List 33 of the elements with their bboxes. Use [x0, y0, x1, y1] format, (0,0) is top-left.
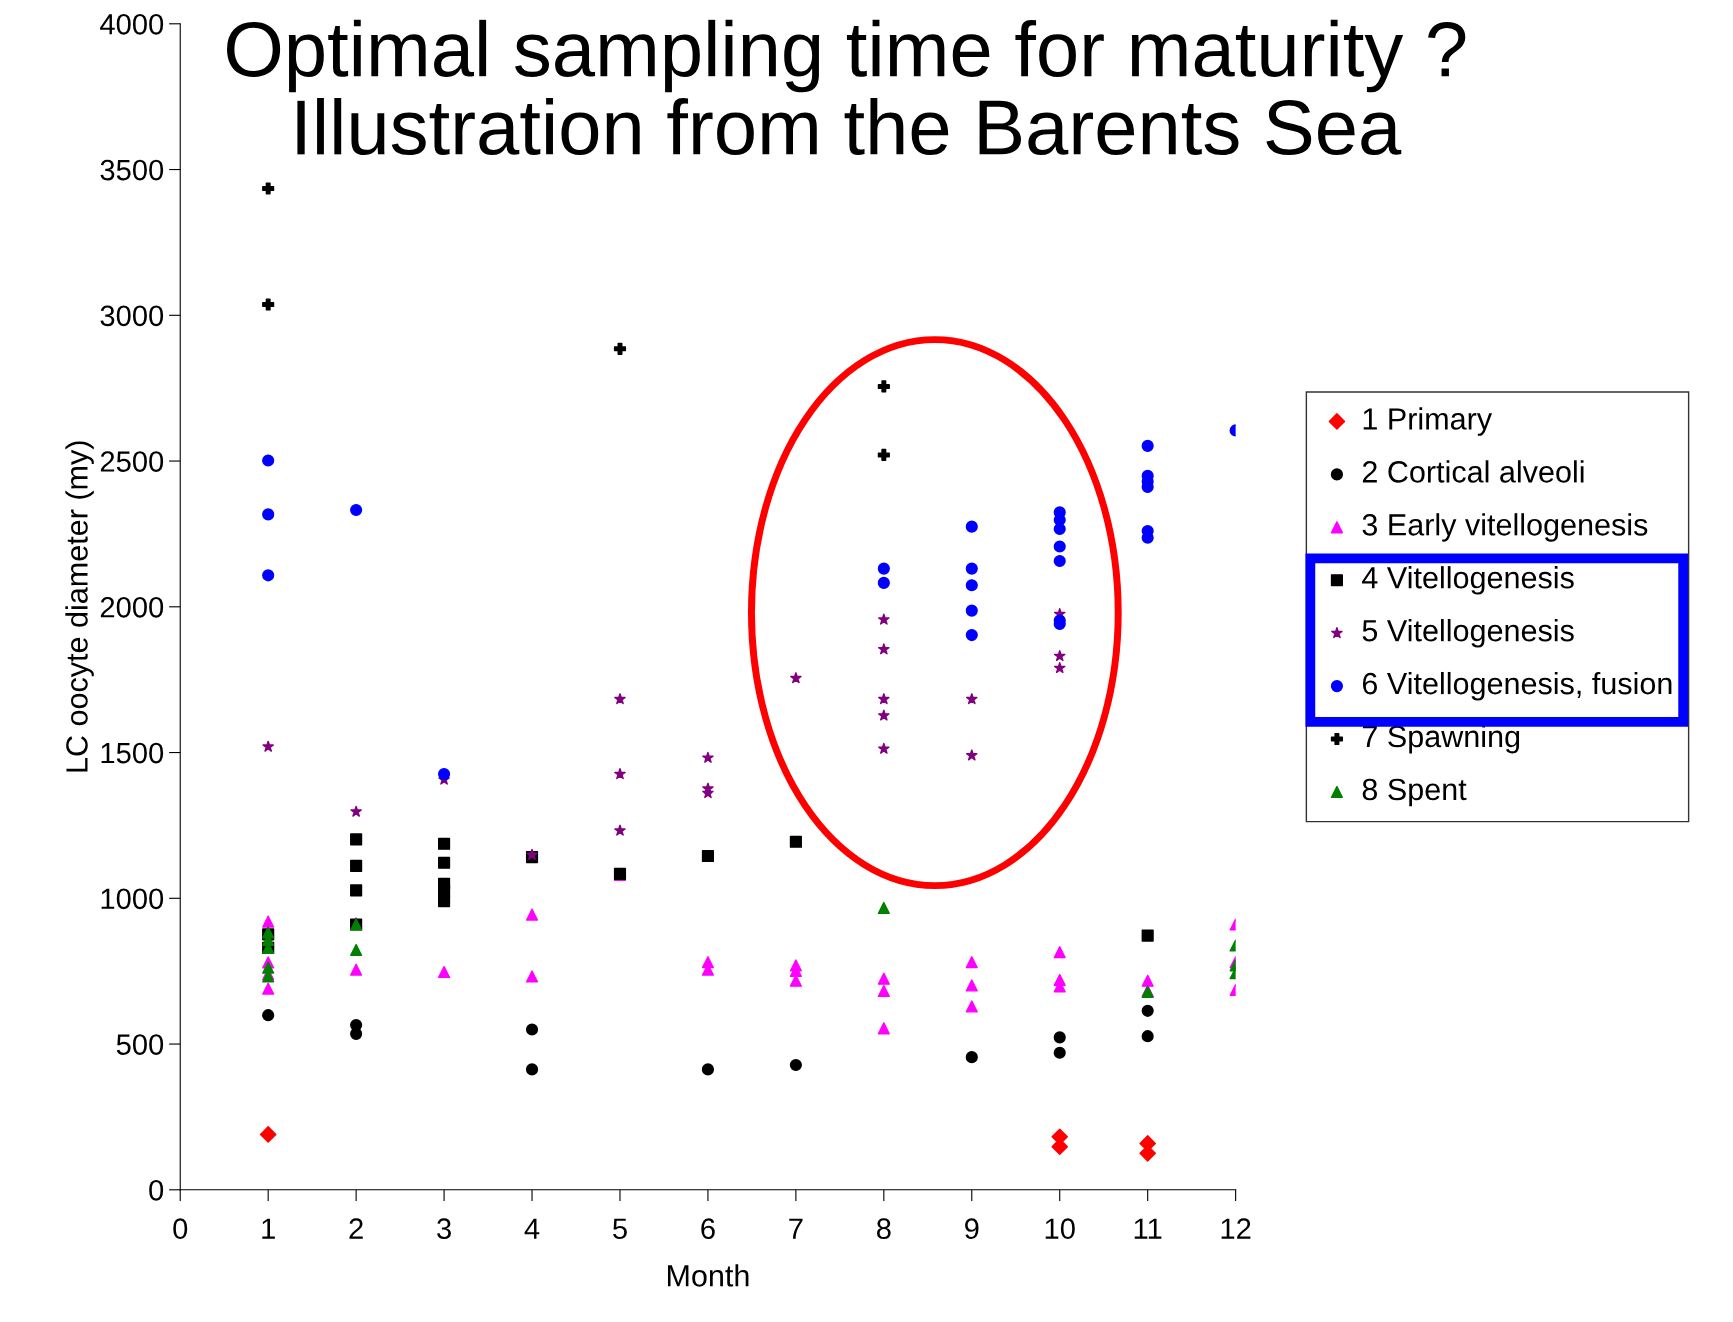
x-tick-label: 9 [965, 1218, 979, 1239]
y-tick-label: 4000 [100, 14, 164, 35]
legend-label: 1 Primary [1363, 407, 1493, 436]
x-tick-label: 1 [262, 1218, 275, 1239]
y-tick-label: 2000 [100, 597, 164, 618]
legend-label: 8 Spent [1362, 778, 1467, 807]
x-tick-label: 0 [173, 1218, 188, 1239]
legend-label: 4 Vitellogenesis [1362, 566, 1574, 595]
chart-title: Optimal sampling time for maturity ? Illustration from the Barents Sea [227, 19, 1466, 156]
legend-label: 2 Cortical alveoli [1362, 460, 1584, 483]
y-tick-label: 3000 [100, 305, 164, 327]
x-tick-label: 11 [1134, 1218, 1162, 1239]
x-tick-label: 4 [524, 1218, 540, 1239]
x-tick-label: 3 [437, 1218, 451, 1239]
y-tick-label: 0 [149, 1180, 164, 1201]
legend-label: 5 Vitellogenesis [1362, 619, 1574, 648]
x-tick-label: 5 [613, 1218, 627, 1239]
y-tick-label: 500 [116, 1034, 164, 1055]
x-tick-label: 10 [1045, 1218, 1075, 1239]
y-tick-label: 2500 [100, 451, 164, 472]
x-tick-label: 2 [349, 1218, 363, 1239]
legend-label: 7 Spawning [1362, 724, 1520, 754]
legend-label: 6 Vitellogenesis, fusion [1362, 671, 1672, 701]
y-tick-label: 1500 [101, 742, 164, 764]
legend-label: 3 Early vitellogenesis [1362, 513, 1648, 542]
x-axis-title: Month [667, 1264, 749, 1287]
y-tick-label: 3500 [100, 159, 164, 181]
x-tick-label: 8 [876, 1218, 891, 1239]
x-tick-label: 7 [789, 1218, 803, 1239]
y-tick-label: 1000 [101, 888, 164, 910]
x-tick-label: 12 [1221, 1218, 1251, 1239]
y-axis-title: LC oocyte diameter (my) [65, 441, 94, 772]
x-tick-label: 6 [701, 1218, 715, 1239]
